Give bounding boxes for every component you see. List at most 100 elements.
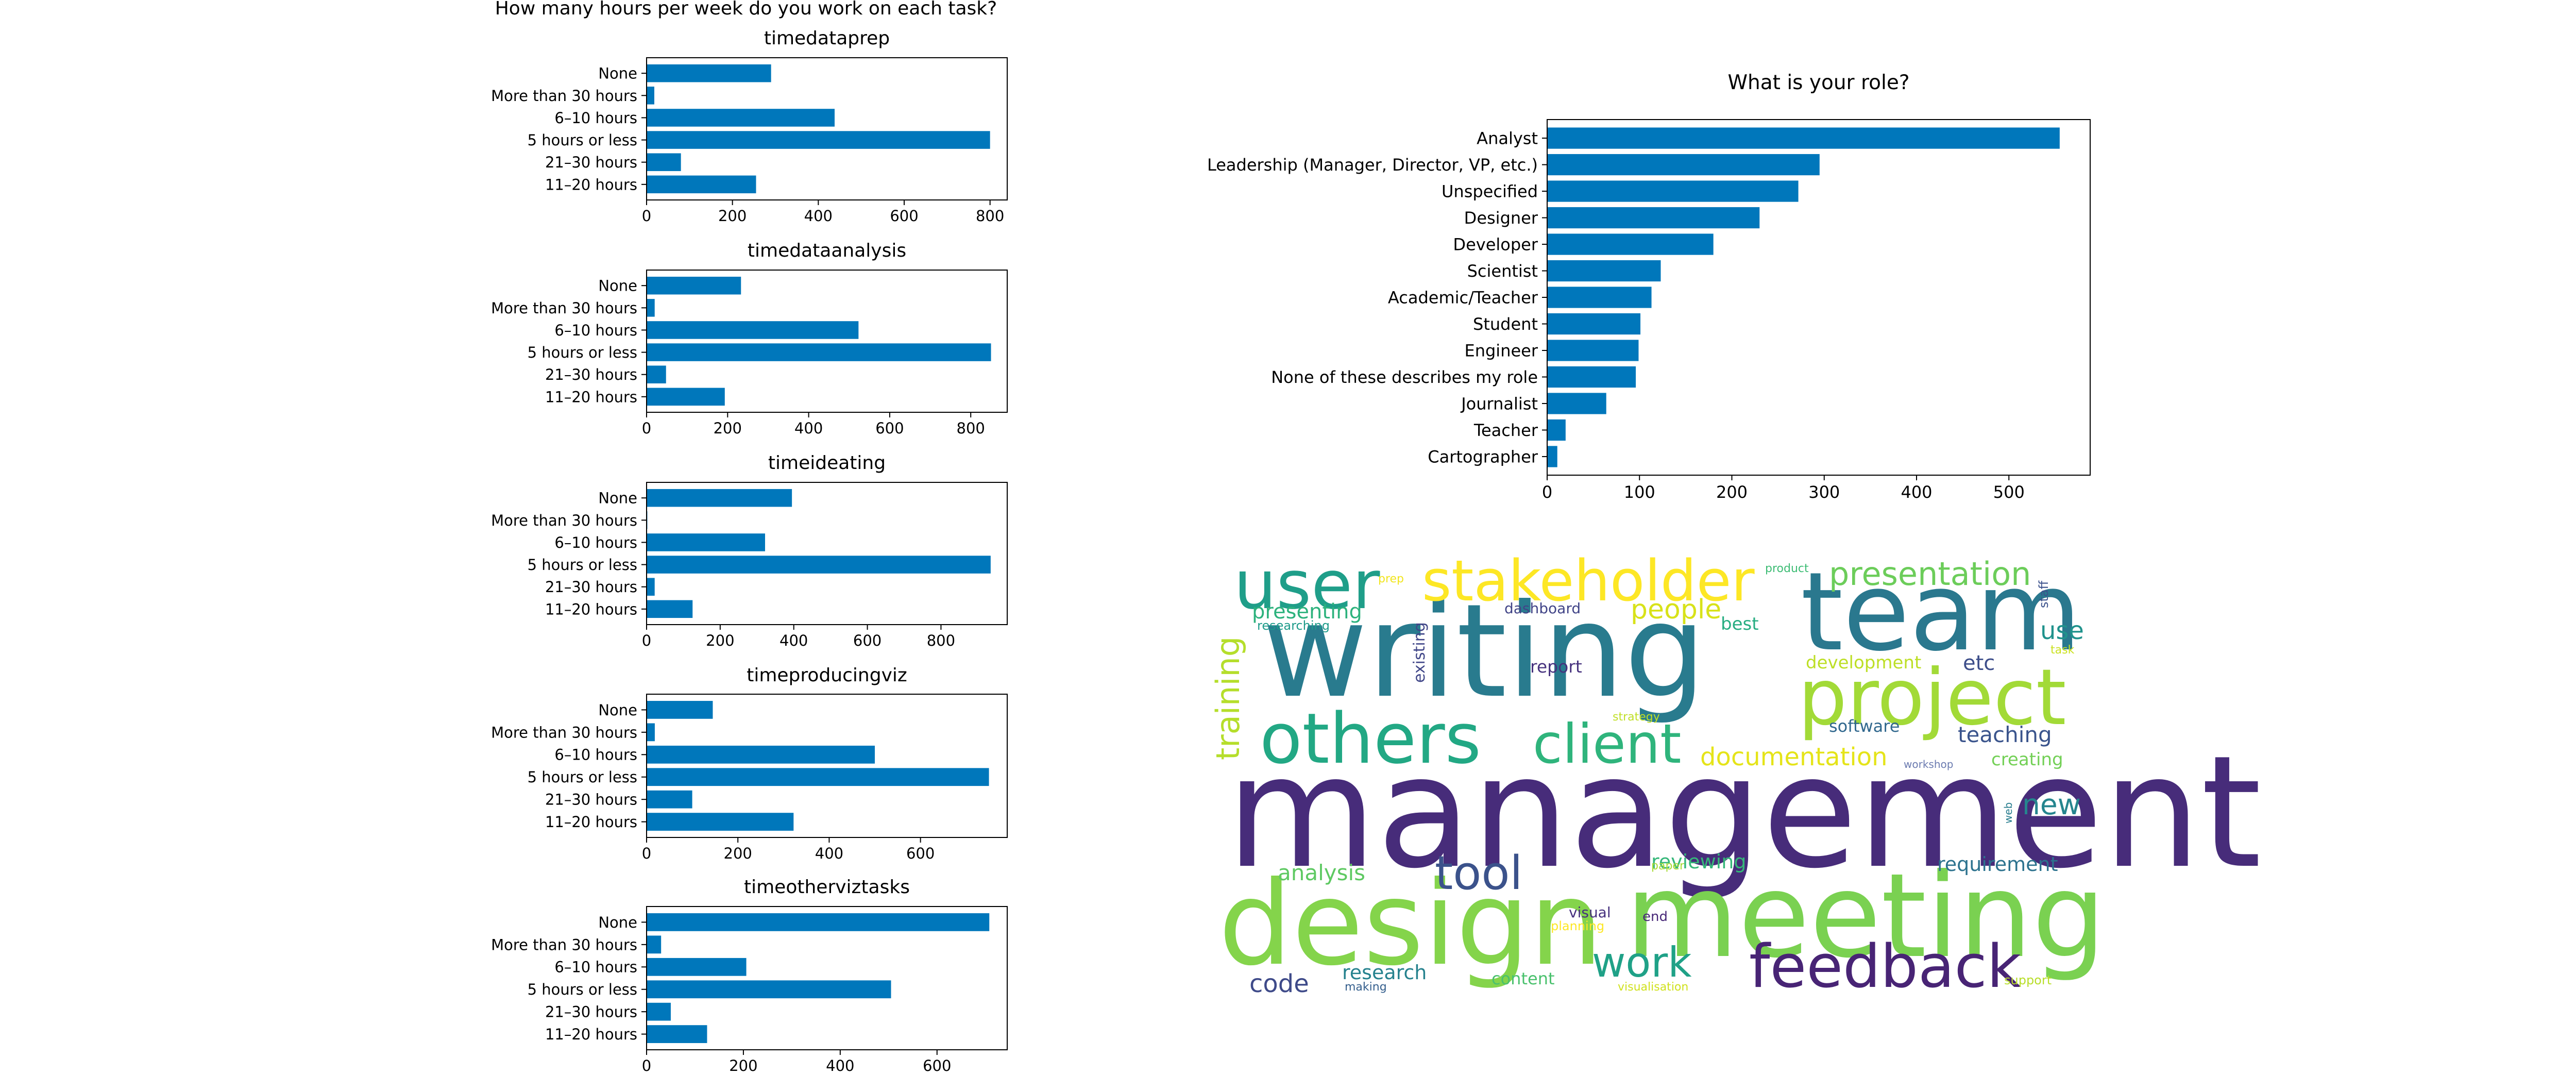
bar-chart-4: timeproducingviz None More than 30 hours 6–… — [491, 665, 1008, 862]
bar-chart-3: timeideating None More than 30 hours 6–10 h… — [491, 452, 1008, 649]
y-tick-label: 6–10 hours — [554, 534, 637, 551]
bar — [647, 131, 990, 149]
y-tick-label: 6–10 hours — [554, 746, 637, 764]
y-tick-label: 5 hours or less — [528, 768, 637, 786]
word-cloud-word: tool — [1435, 846, 1522, 900]
chart-title: timeideating — [768, 452, 886, 474]
x-tick-label: 400 — [826, 1057, 854, 1074]
word-cloud-word: best — [1721, 614, 1759, 634]
bar — [1547, 180, 1799, 202]
y-tick-label: 5 hours or less — [528, 556, 637, 574]
x-tick-label: 200 — [724, 845, 752, 862]
bar — [647, 343, 991, 361]
word-cloud-word: visualisation — [1618, 981, 1688, 994]
bar — [1547, 287, 1652, 308]
word-cloud-word: code — [1249, 969, 1309, 998]
bar — [647, 556, 991, 574]
word-cloud-word: work — [1592, 938, 1692, 986]
y-tick-label: 11–20 hours — [545, 388, 637, 406]
y-tick-label: None — [598, 701, 637, 719]
x-tick-label: 800 — [976, 207, 1004, 225]
word-cloud-word: prep — [1378, 573, 1404, 585]
bar-chart-5: timeotherviztasks None More than 30 hours 6… — [491, 877, 1008, 1074]
y-tick-label: 6–10 hours — [554, 959, 637, 976]
bar — [1547, 127, 2060, 149]
word-cloud-word: team — [1801, 549, 2081, 675]
y-tick-label: Journalist — [1460, 394, 1538, 413]
bar — [647, 276, 741, 295]
word-cloud-word: researching — [1257, 618, 1330, 633]
word-cloud-word: client — [1533, 713, 1681, 776]
y-tick-label: 11–20 hours — [545, 813, 637, 831]
y-tick-label: Student — [1473, 314, 1538, 334]
bar — [647, 175, 756, 194]
x-tick-label: 800 — [927, 632, 955, 649]
y-tick-label: 5 hours or less — [528, 344, 637, 361]
bar — [647, 1025, 707, 1043]
bar — [1547, 366, 1636, 388]
word-cloud-word: dashboard — [1504, 600, 1581, 617]
y-tick-label: 5 hours or less — [528, 131, 637, 149]
bar — [1547, 233, 1714, 255]
y-tick-label: More than 30 hours — [491, 299, 637, 317]
word-cloud-word: paper — [1651, 860, 1685, 872]
axes-frame — [646, 906, 1008, 1050]
y-tick-label: Teacher — [1473, 421, 1538, 440]
x-tick-label: 200 — [718, 207, 747, 225]
bar — [1547, 340, 1639, 361]
bar-chart-6: What is your role? Analyst Leadership (Man… — [1207, 71, 2091, 502]
word-cloud-word: documentation — [1700, 743, 1888, 771]
bar — [647, 913, 990, 931]
y-tick-label: 11–20 hours — [545, 176, 637, 193]
axes-frame — [646, 694, 1008, 838]
x-tick-label: 0 — [642, 632, 651, 649]
bar — [647, 489, 792, 507]
chart-title: timeotherviztasks — [744, 877, 910, 898]
x-tick-label: 600 — [923, 1057, 951, 1074]
x-tick-label: 600 — [853, 632, 882, 649]
word-cloud-word: content — [1492, 969, 1555, 988]
word-cloud-word: writing — [1262, 576, 1706, 726]
y-tick-label: Analyst — [1477, 129, 1538, 148]
x-tick-label: 800 — [957, 419, 985, 437]
word-cloud-word: user — [1234, 546, 1380, 624]
word-cloud-word: presenting — [1252, 600, 1362, 624]
word-cloud-word: visual — [1569, 904, 1611, 921]
y-tick-label: 6–10 hours — [554, 322, 637, 339]
bar-chart-1: timedataprep None More than 30 hours 6–10 h… — [491, 28, 1008, 225]
x-tick-label: 600 — [890, 207, 918, 225]
bar — [647, 64, 771, 82]
bar — [647, 701, 713, 719]
y-tick-label: Designer — [1464, 208, 1538, 228]
y-tick-label: 21–30 hours — [545, 1003, 637, 1021]
x-tick-label: 200 — [706, 632, 734, 649]
bar — [647, 388, 725, 406]
chart-title: timeproducingviz — [747, 665, 907, 686]
word-cloud-word: use — [2040, 616, 2084, 645]
chart-title: timedataanalysis — [748, 240, 906, 261]
y-tick-label: 11–20 hours — [545, 600, 637, 618]
word-cloud-word: end — [1642, 909, 1668, 925]
axes-frame — [1547, 119, 2091, 476]
word-cloud-word: others — [1260, 698, 1481, 779]
bar — [1547, 154, 1820, 176]
x-tick-label: 100 — [1624, 482, 1655, 502]
bar — [647, 153, 681, 171]
word-cloud-word: training — [1209, 636, 1247, 760]
y-tick-label: Academic/Teacher — [1388, 288, 1538, 308]
x-tick-label: 400 — [779, 632, 808, 649]
x-tick-label: 0 — [642, 207, 651, 225]
bar — [1547, 207, 1760, 229]
bar — [647, 935, 662, 954]
chart-title: What is your role? — [1727, 71, 1909, 94]
word-cloud-word: project — [1798, 653, 2066, 743]
bar — [647, 109, 835, 127]
word-cloud-word: requirement — [1937, 853, 2058, 876]
word-cloud-word: task — [2050, 644, 2075, 657]
word-cloud-word: web — [2002, 802, 2014, 824]
bar — [647, 813, 794, 831]
y-tick-label: 11–20 hours — [545, 1026, 637, 1043]
bar — [1547, 313, 1641, 335]
y-tick-label: None of these describes my role — [1271, 367, 1538, 387]
chart-area: timedataprep None More than 30 hours 6–10 h… — [491, 28, 2091, 1074]
